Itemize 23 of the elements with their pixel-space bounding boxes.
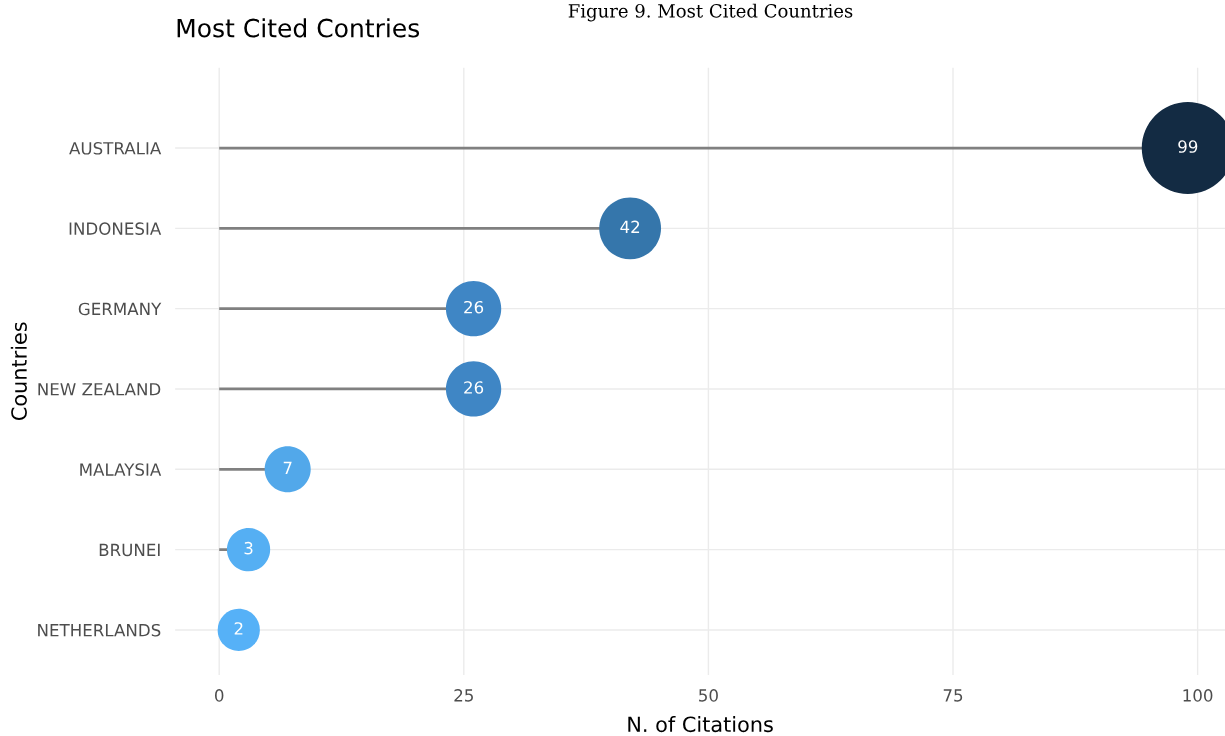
- x-tick-label: 75: [943, 689, 963, 702]
- x-tick-label: 100: [1183, 689, 1213, 702]
- y-tick-label: BRUNEI: [99, 543, 160, 557]
- y-axis-title: Countries: [10, 322, 27, 421]
- data-label: 42: [620, 220, 640, 233]
- data-label: 99: [1178, 140, 1198, 153]
- y-tick-label: GERMANY: [78, 302, 162, 316]
- caption: Figure 9. Most Cited Countries: [568, 3, 853, 22]
- data-label: 2: [234, 622, 243, 635]
- x-tick-label: 0: [215, 689, 224, 702]
- y-tick-label: NETHERLANDS: [38, 623, 161, 637]
- data-label: 3: [244, 541, 253, 555]
- y-tick-label: NEW ZEALAND: [38, 383, 161, 396]
- data-label: 7: [283, 461, 292, 474]
- x-tick-label: 50: [699, 689, 718, 702]
- y-tick-label: INDONESIA: [69, 222, 162, 235]
- chart-title: Most Cited Contries: [177, 18, 420, 38]
- x-tick-label: 25: [454, 689, 473, 702]
- x-axis-title: N. of Citations: [628, 716, 773, 733]
- data-label: 26: [464, 300, 484, 314]
- y-tick-label: AUSTRALIA: [69, 141, 162, 155]
- data-label: 26: [464, 381, 484, 394]
- y-tick-label: MALAYSIA: [80, 463, 162, 476]
